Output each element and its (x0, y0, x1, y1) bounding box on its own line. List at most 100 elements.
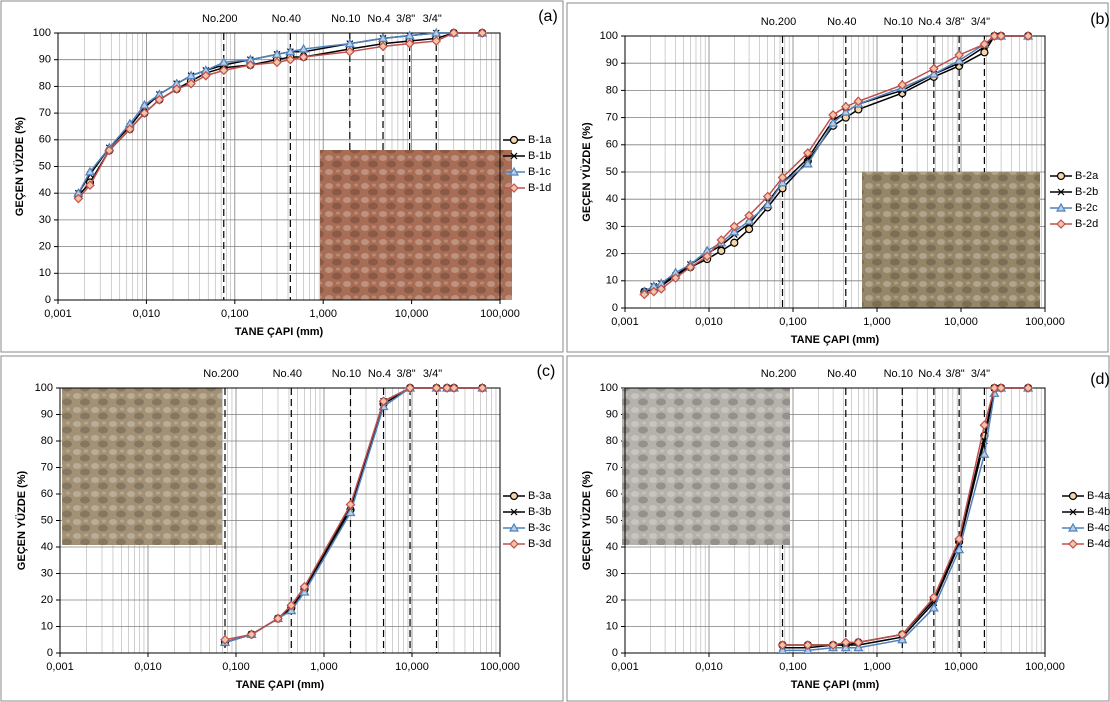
x-tick-label: 0,010 (133, 308, 161, 320)
panel-border (0, 355, 564, 702)
axis-label: TANE ÇAPI (mm) (791, 679, 880, 691)
sample-photo-texture (62, 388, 222, 545)
marker (298, 43, 309, 53)
legend-label: B-1b (528, 150, 551, 162)
series-line (77, 32, 483, 200)
x-tick-label: 0,001 (611, 661, 639, 673)
x-tick-label: 1,000 (309, 308, 337, 320)
x-tick-label: 0,100 (779, 316, 807, 328)
x-tick-label: 1,000 (863, 316, 891, 328)
y-tick-label: 80 (606, 84, 618, 96)
x-tick-label: 0,010 (134, 661, 162, 673)
legend-label: B-4d (1087, 538, 1110, 550)
y-tick-label: 50 (606, 166, 618, 178)
sieve-label: No.10 (331, 13, 360, 25)
sieve-label: No.10 (884, 16, 913, 28)
marker (171, 84, 182, 94)
axis-label: TANE ÇAPI (mm) (235, 326, 324, 338)
x-tick-label: 10,000 (944, 316, 978, 328)
y-tick-label: 80 (606, 435, 618, 447)
marker (656, 284, 667, 294)
marker (1023, 31, 1033, 41)
y-tick-label: 80 (39, 80, 51, 92)
marker (508, 522, 520, 532)
y-tick-label: 40 (606, 193, 618, 205)
marker (509, 491, 519, 501)
marker (996, 383, 1006, 393)
marker (897, 629, 908, 640)
marker (744, 215, 755, 225)
x-tick-label: 0,010 (695, 661, 723, 673)
x-tick-label: 10,000 (395, 308, 429, 320)
marker (508, 166, 520, 176)
sieve-label: 3/4" (423, 368, 442, 380)
marker (828, 640, 838, 650)
marker (762, 199, 773, 209)
sieve-label: No.10 (332, 368, 361, 380)
marker (299, 581, 310, 592)
y-tick-label: 100 (600, 30, 618, 42)
marker (510, 152, 518, 160)
sample-photo-texture (622, 388, 790, 545)
marker (442, 383, 452, 393)
sample-photo-texture (862, 172, 1040, 308)
marker (777, 172, 788, 183)
y-tick-label: 30 (606, 567, 618, 579)
x-tick-label: 10,000 (395, 661, 429, 673)
marker (954, 50, 964, 60)
y-tick-label: 0 (47, 647, 53, 659)
marker (828, 110, 838, 120)
marker (84, 166, 96, 176)
y-tick-label: 50 (606, 514, 618, 526)
marker (139, 108, 150, 118)
marker (996, 31, 1006, 41)
axis-label: GEÇEN YÜZDE (%) (13, 116, 26, 216)
sieve-label: No.200 (761, 368, 796, 380)
marker (431, 27, 442, 37)
marker (954, 544, 965, 554)
marker (218, 57, 229, 66)
marker (840, 106, 851, 116)
panel-border (566, 355, 1110, 702)
sieve-label: 3/8" (946, 368, 965, 380)
marker (979, 39, 990, 50)
marker (154, 94, 165, 105)
sieve-label: No.40 (827, 368, 856, 380)
marker (979, 449, 990, 458)
sieve-label: 3/4" (423, 13, 442, 25)
marker (1056, 219, 1066, 229)
legend-label: B-2c (1075, 202, 1098, 214)
marker (928, 592, 939, 603)
series-line (643, 35, 1029, 293)
series-line (643, 35, 1029, 293)
x-tick-label: 0,100 (221, 308, 249, 320)
y-tick-label: 100 (35, 382, 53, 394)
y-tick-label: 80 (41, 435, 53, 447)
marker (840, 637, 851, 648)
marker (345, 499, 356, 510)
marker (377, 33, 389, 42)
marker (449, 383, 459, 393)
sieve-label: No.4 (918, 368, 941, 380)
sieve-label: 3/8" (396, 13, 415, 25)
y-tick-label: 30 (39, 214, 51, 226)
marker (431, 36, 442, 46)
marker (639, 289, 650, 300)
x-tick-label: 10,000 (944, 661, 978, 673)
series-line (644, 35, 1029, 293)
y-tick-label: 90 (606, 57, 618, 69)
marker (298, 52, 309, 62)
y-tick-label: 0 (612, 302, 618, 314)
marker (378, 41, 388, 52)
y-tick-label: 20 (41, 594, 53, 606)
y-tick-label: 60 (41, 488, 53, 500)
marker (670, 273, 681, 283)
marker (345, 507, 356, 517)
y-tick-label: 20 (606, 594, 618, 606)
y-tick-label: 90 (39, 54, 51, 66)
axis-label: TANE ÇAPI (mm) (236, 679, 325, 691)
marker (73, 193, 84, 204)
marker (271, 49, 283, 58)
marker (853, 637, 864, 648)
axis-label: GEÇEN YÜZDE (%) (15, 470, 28, 570)
